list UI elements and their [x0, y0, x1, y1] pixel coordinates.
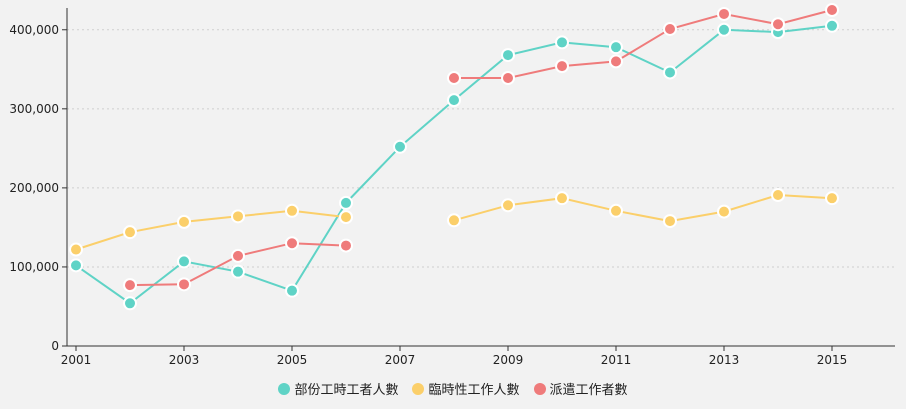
- y-tick-label: 100,000: [9, 260, 59, 274]
- data-point[interactable]: [717, 204, 731, 219]
- x-tick-label: 2015: [817, 353, 848, 367]
- series-group: [123, 3, 839, 293]
- series-line: [75, 209, 347, 251]
- series-line: [453, 193, 833, 223]
- data-point[interactable]: [717, 6, 731, 21]
- data-point[interactable]: [501, 198, 515, 213]
- x-tick-label: 2013: [709, 353, 740, 367]
- chart-legend: 部份工時工者人數 臨時性工作人數 派遣工作者數: [0, 379, 906, 398]
- data-point[interactable]: [663, 214, 677, 229]
- x-tick-label: 2003: [169, 353, 200, 367]
- series-line: [454, 9, 833, 79]
- data-point[interactable]: [339, 238, 353, 253]
- data-point[interactable]: [501, 48, 515, 63]
- data-point[interactable]: [231, 248, 245, 263]
- y-tick-label: 200,000: [9, 181, 59, 195]
- data-point[interactable]: [231, 264, 245, 279]
- data-point[interactable]: [771, 17, 785, 32]
- series-group: [69, 187, 839, 257]
- data-point[interactable]: [555, 35, 569, 50]
- data-point[interactable]: [285, 203, 299, 218]
- x-tick-label: 2005: [277, 353, 308, 367]
- data-point[interactable]: [555, 191, 569, 206]
- legend-item[interactable]: 派遣工作者數: [533, 379, 628, 398]
- data-point[interactable]: [177, 277, 191, 292]
- data-point[interactable]: [69, 242, 83, 257]
- legend-item[interactable]: 部份工時工者人數: [278, 379, 398, 398]
- data-point[interactable]: [393, 139, 407, 154]
- legend-swatch: [412, 382, 425, 395]
- data-point[interactable]: [825, 191, 839, 206]
- chart-plot: 0 100,000 200,000 300,000 400,000 2001 2003 200…: [9, 3, 895, 367]
- x-tick-label: 2009: [493, 353, 524, 367]
- data-point[interactable]: [609, 203, 623, 218]
- data-point[interactable]: [501, 70, 515, 85]
- data-point[interactable]: [447, 93, 461, 108]
- data-point[interactable]: [123, 296, 137, 311]
- data-point[interactable]: [663, 21, 677, 36]
- data-point[interactable]: [555, 59, 569, 74]
- data-point[interactable]: [69, 258, 83, 273]
- x-tick-label: 2011: [601, 353, 632, 367]
- data-point[interactable]: [177, 254, 191, 269]
- data-point[interactable]: [825, 18, 839, 33]
- y-tick-label: 0: [51, 339, 59, 353]
- x-tick-label: 2007: [385, 353, 416, 367]
- data-point[interactable]: [123, 278, 137, 293]
- legend-swatch: [278, 382, 291, 395]
- data-point[interactable]: [123, 225, 137, 240]
- data-point[interactable]: [177, 214, 191, 229]
- data-point[interactable]: [339, 195, 353, 210]
- legend-label: 部份工時工者人數: [294, 383, 399, 398]
- data-point[interactable]: [609, 54, 623, 69]
- data-point[interactable]: [825, 3, 839, 17]
- y-tick-label: 300,000: [9, 102, 59, 116]
- data-point[interactable]: [447, 213, 461, 228]
- data-point[interactable]: [231, 209, 245, 224]
- data-point[interactable]: [771, 187, 785, 202]
- legend-label: 臨時性工作人數: [428, 383, 520, 398]
- legend-swatch: [533, 382, 546, 395]
- y-tick-label: 400,000: [9, 23, 59, 37]
- data-point[interactable]: [609, 40, 623, 55]
- data-point[interactable]: [339, 210, 353, 225]
- data-point[interactable]: [663, 65, 677, 80]
- data-point[interactable]: [285, 236, 299, 251]
- data-point[interactable]: [717, 22, 731, 37]
- legend-item[interactable]: 臨時性工作人數: [412, 379, 520, 398]
- data-point[interactable]: [447, 70, 461, 85]
- x-tick-label: 2001: [61, 353, 92, 367]
- series-group: [69, 18, 839, 311]
- data-point[interactable]: [285, 283, 299, 298]
- legend-label: 派遣工作者數: [549, 383, 628, 398]
